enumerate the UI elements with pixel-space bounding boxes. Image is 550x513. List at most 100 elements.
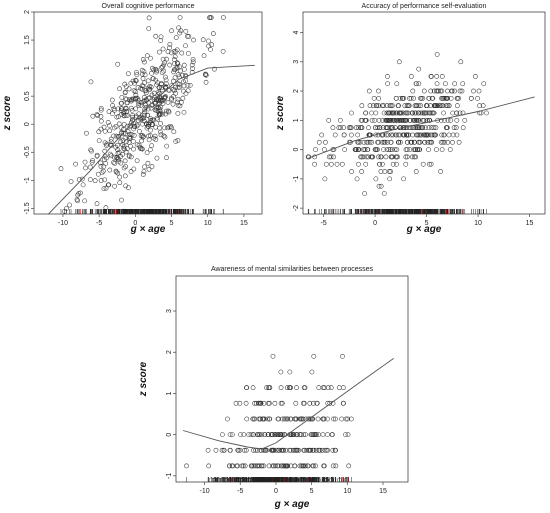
data-point [146, 15, 152, 21]
data-point [312, 161, 317, 167]
data-point [333, 463, 339, 469]
data-point [162, 59, 168, 65]
data-point [404, 125, 410, 131]
data-point [134, 72, 140, 78]
data-point [208, 47, 213, 52]
data-point [403, 161, 409, 167]
data-point [385, 81, 391, 87]
data-point [121, 143, 127, 149]
data-point [307, 416, 312, 422]
data-point [385, 117, 391, 123]
data-point [92, 178, 98, 184]
data-point [134, 70, 139, 75]
data-point [323, 139, 328, 145]
data-point [278, 432, 284, 437]
data-point [358, 117, 364, 123]
data-point [381, 191, 387, 196]
data-point [108, 136, 114, 142]
data-point [393, 117, 399, 123]
data-point [387, 110, 392, 116]
data-point [108, 153, 114, 159]
data-point [413, 154, 418, 160]
data-point [89, 148, 94, 154]
chart-awareness-mental-similarities: Awareness of mental similarities between… [138, 266, 409, 510]
data-point [140, 134, 146, 140]
data-point [376, 154, 381, 160]
data-point [374, 103, 380, 109]
data-point [392, 125, 398, 131]
data-point [257, 416, 263, 422]
data-point [477, 103, 482, 109]
data-point [171, 129, 177, 135]
data-point [242, 447, 247, 453]
data-point [159, 70, 165, 75]
data-point [159, 65, 164, 70]
data-point [376, 95, 382, 101]
data-point [167, 41, 173, 47]
data-point [174, 47, 180, 53]
data-point [154, 82, 159, 88]
data-point [305, 416, 311, 422]
data-point [88, 147, 94, 153]
data-point [414, 103, 420, 109]
data-point [471, 88, 476, 94]
data-point [427, 161, 432, 167]
data-point [83, 165, 88, 171]
data-point [407, 95, 412, 101]
data-point [116, 121, 122, 127]
data-point [122, 81, 128, 87]
data-point [332, 447, 338, 453]
y-tick-label: -0.5 [24, 146, 31, 158]
data-point [127, 124, 133, 129]
data-point [243, 400, 249, 406]
data-point [134, 142, 140, 148]
data-point [177, 15, 183, 20]
data-point [292, 416, 298, 422]
data-point [119, 131, 124, 136]
data-point [142, 112, 148, 118]
data-point [315, 416, 321, 422]
data-point [340, 353, 345, 359]
data-point [267, 385, 273, 391]
data-point [354, 176, 360, 182]
data-point [101, 186, 107, 192]
data-point [288, 463, 294, 469]
data-point [158, 132, 164, 138]
data-point [334, 161, 340, 167]
data-point [409, 139, 415, 145]
data-point [301, 400, 307, 406]
data-point [269, 432, 275, 437]
data-point [109, 111, 115, 116]
data-point [146, 86, 152, 92]
data-point [173, 35, 179, 40]
data-point [459, 88, 465, 94]
data-point [434, 103, 440, 109]
y-tick-label: 1 [24, 66, 31, 70]
data-point [266, 400, 271, 406]
data-point [396, 132, 401, 138]
data-point [122, 158, 128, 164]
y-tick-label: 1 [166, 391, 173, 395]
data-point [296, 447, 302, 453]
data-point [162, 85, 168, 91]
data-point [155, 101, 161, 107]
data-point [268, 447, 274, 453]
data-point [406, 132, 412, 138]
data-point [246, 432, 252, 437]
data-point [166, 124, 172, 130]
data-point [375, 125, 381, 131]
data-point [130, 117, 135, 123]
data-point [229, 463, 235, 469]
data-point [145, 160, 151, 166]
data-point [452, 81, 458, 87]
data-point [432, 103, 438, 109]
data-point [178, 68, 183, 74]
data-point [262, 432, 268, 437]
data-point [257, 400, 263, 406]
data-point [178, 28, 184, 34]
data-point [394, 161, 399, 167]
data-point [99, 170, 105, 176]
data-point [416, 103, 422, 109]
data-point [339, 161, 345, 167]
data-point [299, 416, 305, 422]
